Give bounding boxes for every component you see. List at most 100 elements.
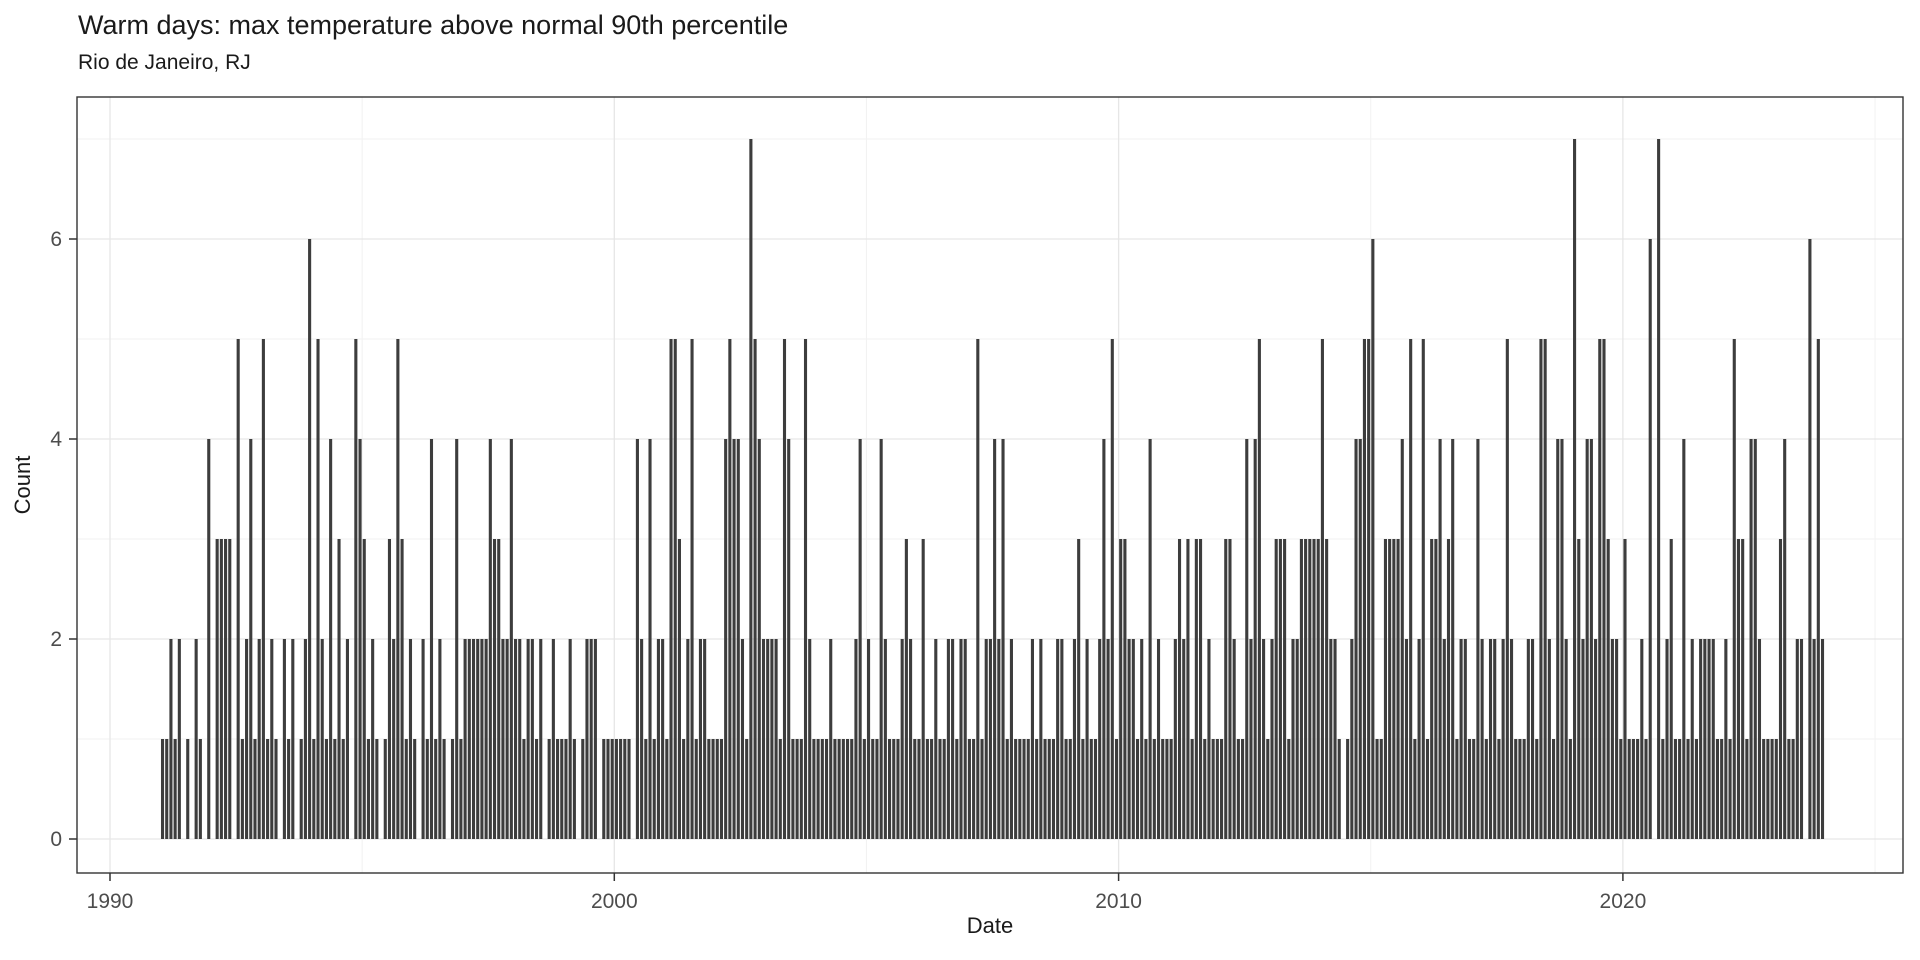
- bar-month: [1707, 639, 1711, 839]
- bar-month: [812, 739, 816, 839]
- panel-border: [76, 96, 1904, 874]
- bar-month: [1783, 439, 1787, 839]
- bar-month: [1316, 539, 1320, 839]
- bar-month: [854, 639, 858, 839]
- bar-month: [471, 639, 476, 839]
- bar-month: [1770, 739, 1774, 839]
- bar-month: [383, 739, 387, 839]
- bar-month: [938, 739, 942, 839]
- x-tick-label: 2020: [1600, 890, 1647, 913]
- bar-month: [1585, 439, 1589, 839]
- x-tick-label: 2010: [1095, 890, 1142, 913]
- bar-month: [719, 739, 724, 839]
- bar-month: [879, 439, 883, 839]
- bar-month: [1072, 639, 1077, 839]
- bar-month: [1388, 539, 1392, 839]
- bar-month: [1308, 539, 1312, 839]
- bar-month: [1530, 639, 1535, 839]
- bar-month: [976, 339, 980, 839]
- bar-month: [1732, 339, 1736, 839]
- bar-month: [450, 739, 455, 839]
- bar-month: [303, 639, 307, 839]
- bar-month: [1001, 439, 1005, 839]
- bar-month: [1018, 739, 1022, 839]
- bar-month: [1451, 439, 1455, 839]
- bar-month: [484, 639, 488, 839]
- bar-month: [564, 739, 568, 839]
- bar-month: [215, 539, 219, 839]
- bar-month: [270, 639, 274, 839]
- bar-month: [1241, 739, 1245, 839]
- bar-month: [160, 739, 165, 839]
- bar-month: [829, 639, 833, 839]
- bar-month: [455, 439, 459, 839]
- bar-month: [1392, 539, 1396, 839]
- bar-month: [984, 639, 988, 839]
- bar-month: [287, 739, 291, 839]
- bar-month: [1573, 139, 1577, 839]
- bar-month: [1127, 639, 1131, 839]
- bar-month: [1602, 339, 1606, 839]
- bar-month: [1262, 639, 1266, 839]
- bar-month: [1467, 739, 1472, 839]
- bar-month: [266, 739, 270, 839]
- bar-month: [1299, 539, 1303, 839]
- bar-month: [677, 539, 681, 839]
- bar-month: [1198, 539, 1203, 839]
- bar-month: [467, 639, 471, 839]
- y-tick-label: 2: [50, 628, 62, 651]
- bar-month: [1661, 739, 1665, 839]
- bar-month: [1812, 639, 1816, 839]
- bar-month: [408, 639, 413, 839]
- bar-month: [518, 639, 522, 839]
- bar-month: [593, 639, 597, 839]
- bar-month: [1039, 639, 1043, 839]
- bar-month: [896, 739, 900, 839]
- bar-month: [282, 639, 286, 839]
- bar-month: [1509, 639, 1514, 839]
- bar-month: [345, 639, 349, 839]
- bar-month: [606, 739, 610, 839]
- x-axis-title: Date: [967, 913, 1013, 938]
- bar-month: [1060, 639, 1064, 839]
- bar-month: [1140, 639, 1144, 839]
- bar-month: [1619, 739, 1623, 839]
- bar-month: [934, 639, 938, 839]
- bar-month: [480, 639, 484, 839]
- chart-title: Warm days: max temperature above normal …: [78, 10, 788, 40]
- x-tick-label: 1990: [87, 890, 134, 913]
- bar-month: [1728, 739, 1732, 839]
- bar-month: [1715, 739, 1720, 839]
- bar-month: [1203, 739, 1207, 839]
- bar-month: [770, 639, 774, 839]
- bar-month: [198, 739, 202, 839]
- bar-month: [476, 639, 480, 839]
- bar-month: [1421, 339, 1425, 839]
- bar-month: [728, 339, 732, 839]
- bar-month: [1270, 639, 1274, 839]
- bar-month: [1035, 739, 1039, 839]
- bar-month: [1400, 439, 1404, 839]
- bar-month: [1648, 239, 1652, 839]
- bar-month: [366, 739, 371, 839]
- y-tick-label: 0: [50, 828, 62, 851]
- bar-month: [1249, 639, 1253, 839]
- bar-month: [1690, 639, 1694, 839]
- bar-month: [1480, 639, 1484, 839]
- bar-month: [1278, 539, 1282, 839]
- bar-month: [1413, 739, 1417, 839]
- bar-month: [627, 739, 631, 839]
- bar-month: [619, 739, 623, 839]
- bar-month: [1484, 739, 1488, 839]
- bar-month: [240, 739, 244, 839]
- bar-month: [1556, 439, 1560, 839]
- bar-month: [1211, 739, 1215, 839]
- bar-month: [1367, 339, 1371, 839]
- bar-month: [845, 739, 850, 839]
- bar-month: [1362, 339, 1366, 839]
- bar-month: [1808, 239, 1812, 839]
- bar-month: [1014, 739, 1018, 839]
- bar-month: [1430, 539, 1434, 839]
- bar-month: [1396, 539, 1400, 839]
